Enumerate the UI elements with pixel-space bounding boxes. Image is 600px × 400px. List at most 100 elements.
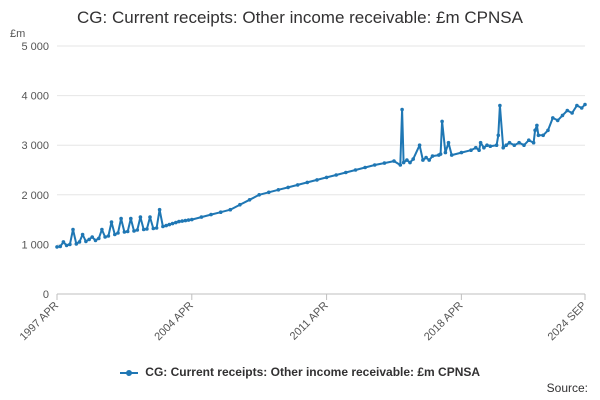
data-point (68, 242, 72, 247)
data-point (579, 106, 584, 110)
data-point (116, 231, 120, 235)
data-point (477, 148, 481, 152)
data-point (334, 173, 339, 177)
data-point (482, 145, 486, 150)
data-point (400, 107, 404, 112)
data-point (177, 219, 181, 224)
data-point (80, 232, 85, 237)
data-point (125, 229, 130, 234)
data-point (411, 157, 416, 161)
legend[interactable]: CG: Current receipts: Other income recei… (0, 365, 600, 379)
data-point (257, 193, 262, 197)
legend-series-marker (119, 368, 138, 378)
data-point (443, 150, 448, 155)
data-point (446, 140, 451, 145)
data-point (527, 138, 531, 142)
data-point (408, 160, 412, 165)
data-point (161, 224, 165, 229)
legend-series-label: CG: Current receipts: Other income recei… (145, 365, 481, 379)
data-point (305, 180, 310, 185)
data-point (106, 234, 111, 238)
data-point (438, 152, 443, 156)
data-point (119, 216, 123, 221)
data-point (74, 242, 79, 246)
data-point (186, 218, 191, 222)
data-point (170, 221, 175, 226)
data-point (504, 143, 509, 147)
source-label: Source: (546, 381, 588, 395)
gridlines (57, 45, 585, 295)
data-point (392, 159, 396, 163)
data-point (167, 222, 172, 227)
data-point (560, 113, 565, 118)
data-point (536, 133, 541, 138)
data-point (71, 227, 75, 232)
data-point (430, 154, 435, 158)
data-point (55, 245, 59, 249)
data-point (575, 103, 579, 108)
data-point (440, 119, 444, 124)
x-tick-label: 2004 APR (152, 300, 196, 344)
data-point (238, 202, 242, 207)
data-point (84, 239, 88, 244)
data-point (488, 144, 493, 148)
data-point (424, 155, 428, 160)
data-point (565, 108, 570, 113)
data-point (113, 232, 117, 237)
data-point (100, 227, 104, 232)
data-point (570, 111, 574, 115)
data-point (427, 158, 432, 162)
data-point (228, 207, 233, 212)
data-point (372, 163, 377, 167)
data-point (90, 235, 94, 239)
x-tick-label: 1997 APR (18, 300, 62, 344)
data-point (64, 243, 69, 248)
data-point (218, 210, 223, 214)
data-point (164, 223, 168, 228)
data-point (344, 170, 348, 175)
data-point (401, 160, 406, 165)
data-point (551, 116, 555, 120)
data-point (583, 102, 587, 107)
data-point (496, 133, 501, 138)
data-point (494, 143, 499, 147)
data-point (157, 207, 162, 212)
data-point (138, 215, 143, 219)
data-point (531, 140, 536, 145)
data-point (498, 103, 502, 108)
data-point (405, 158, 409, 162)
series-layer (55, 102, 587, 249)
data-point (507, 140, 512, 145)
data-point (247, 198, 252, 202)
data-point (421, 158, 425, 162)
data-point (174, 220, 178, 225)
series-line (56, 103, 586, 248)
data-point (209, 212, 213, 217)
data-point (485, 143, 489, 147)
x-tick-label: 2018 APR (422, 300, 466, 344)
data-point (276, 188, 281, 192)
data-point (501, 145, 506, 150)
data-point (324, 175, 329, 180)
data-point (97, 236, 101, 241)
data-point (58, 244, 63, 249)
data-point (382, 161, 387, 165)
data-point (533, 128, 537, 133)
chart-title: CG: Current receipts: Other income recei… (77, 8, 523, 27)
data-point (512, 143, 517, 147)
data-point (522, 143, 526, 147)
y-tick-label: 0 (43, 289, 49, 301)
data-point (141, 227, 146, 232)
x-tick-label: 2011 APR (288, 300, 331, 343)
data-point (87, 237, 91, 242)
data-point (151, 226, 156, 231)
data-point (267, 190, 271, 195)
data-point (295, 183, 300, 187)
data-point (474, 145, 478, 150)
data-point (546, 128, 550, 133)
data-point (129, 216, 133, 221)
data-point (77, 240, 82, 244)
data-point (459, 150, 464, 155)
data-point (135, 228, 140, 232)
